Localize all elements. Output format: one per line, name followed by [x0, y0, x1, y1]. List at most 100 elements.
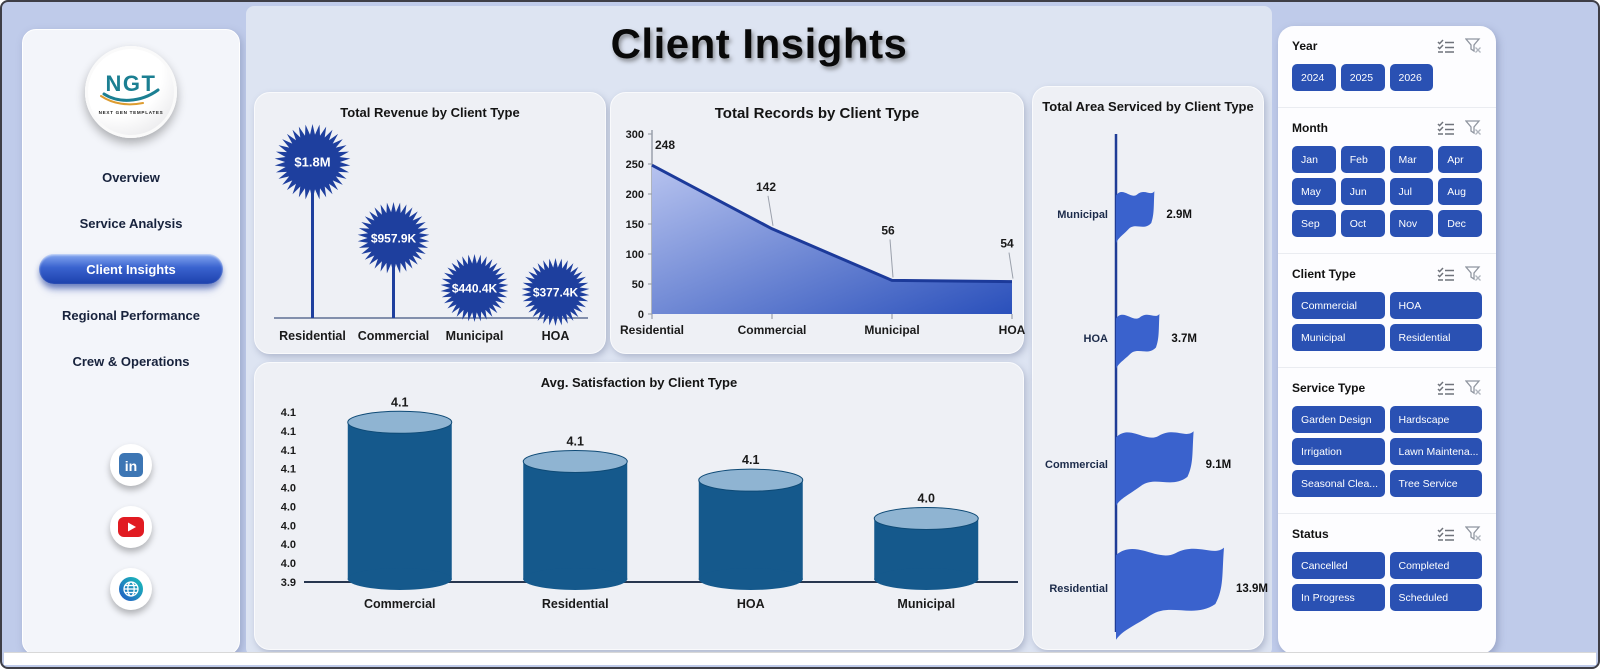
filter-option-button[interactable]: Residential — [1389, 324, 1482, 351]
svg-text:Commercial: Commercial — [364, 597, 436, 611]
filter-option-button[interactable]: Scheduled — [1389, 584, 1482, 611]
filter-section-service-type: Service Type Garden Design Hardscape Irrig… — [1278, 367, 1496, 513]
svg-text:HOA: HOA — [737, 597, 765, 611]
revenue-chart[interactable]: $1.8M Residential $957.9K Commercial $440.4K… — [258, 120, 602, 344]
svg-text:2.9M: 2.9M — [1166, 209, 1192, 221]
svg-text:Residential: Residential — [542, 597, 609, 611]
svg-text:142: 142 — [756, 180, 776, 194]
clear-filter-icon[interactable] — [1465, 38, 1482, 54]
filter-option-button[interactable]: 2024 — [1292, 64, 1336, 91]
filter-panel: Year 2024 2025 2026 Month Jan Feb Mar Apr May J… — [1278, 26, 1496, 654]
svg-text:in: in — [125, 458, 137, 474]
svg-text:Municipal: Municipal — [864, 323, 919, 337]
filter-option-button[interactable]: Mar — [1389, 146, 1434, 173]
filter-option-button[interactable]: Tree Service — [1389, 470, 1482, 497]
select-all-icon[interactable] — [1437, 120, 1455, 136]
select-all-icon[interactable] — [1437, 38, 1455, 54]
sidebar-item-crew-operations[interactable]: Crew & Operations — [72, 353, 190, 369]
filter-option-button[interactable]: Sep — [1292, 210, 1336, 237]
page-title: Client Insights — [610, 20, 908, 67]
filter-title-service-type: Service Type — [1292, 381, 1366, 395]
filter-option-button[interactable]: Seasonal Clea... — [1292, 470, 1385, 497]
area-serviced-chart[interactable]: Municipal 2.9M HOA 3.7M Commercial 9.1M Reside… — [1036, 114, 1268, 642]
sidebar: NGT NEXT GEN TEMPLATES Overview Service … — [22, 29, 240, 655]
main-content: Client Insights Total Revenue by Client … — [246, 6, 1272, 656]
clear-filter-icon[interactable] — [1465, 526, 1482, 542]
clear-filter-icon[interactable] — [1465, 120, 1482, 136]
sidebar-item-overview[interactable]: Overview — [102, 169, 160, 185]
sidebar-item-regional-performance[interactable]: Regional Performance — [62, 307, 200, 323]
svg-text:Municipal: Municipal — [897, 597, 955, 611]
filter-title-client-type: Client Type — [1292, 267, 1356, 281]
svg-text:4.0: 4.0 — [281, 520, 296, 532]
svg-text:248: 248 — [655, 138, 675, 152]
filter-option-button[interactable]: Lawn Maintena... — [1389, 438, 1482, 465]
svg-text:$957.9K: $957.9K — [371, 232, 417, 246]
filter-option-button[interactable]: Aug — [1438, 178, 1482, 205]
filter-option-button[interactable]: Jan — [1292, 146, 1336, 173]
filter-option-button[interactable]: Feb — [1340, 146, 1385, 173]
ngt-logo: NGT NEXT GEN TEMPLATES — [85, 46, 177, 138]
svg-text:4.0: 4.0 — [281, 501, 296, 513]
filter-option-button[interactable]: Municipal — [1292, 324, 1385, 351]
filter-title-status: Status — [1292, 527, 1329, 541]
clear-filter-icon[interactable] — [1465, 266, 1482, 282]
svg-text:$377.4K: $377.4K — [533, 286, 579, 300]
svg-text:100: 100 — [626, 249, 644, 261]
svg-text:Commercial: Commercial — [358, 329, 430, 343]
records-chart-title: Total Records by Client Type — [714, 105, 920, 122]
sidebar-nav: Overview Service Analysis Client Insight… — [23, 162, 239, 376]
filter-option-button[interactable]: 2026 — [1389, 64, 1434, 91]
svg-text:4.0: 4.0 — [281, 483, 296, 495]
social-links: in — [23, 444, 239, 610]
filter-title-month: Month — [1292, 121, 1328, 135]
select-all-icon[interactable] — [1437, 380, 1455, 396]
filter-option-button[interactable]: Dec — [1438, 210, 1482, 237]
filter-option-button[interactable]: Jul — [1389, 178, 1434, 205]
filter-option-button[interactable]: Hardscape — [1389, 406, 1482, 433]
satisfaction-chart-title: Avg. Satisfaction by Client Type — [540, 375, 738, 390]
filter-option-button[interactable]: Completed — [1389, 552, 1482, 579]
select-all-icon[interactable] — [1437, 526, 1455, 542]
svg-text:$1.8M: $1.8M — [294, 155, 330, 170]
svg-text:56: 56 — [881, 223, 895, 237]
svg-text:50: 50 — [632, 279, 644, 291]
sidebar-item-client-insights[interactable]: Client Insights — [39, 254, 223, 284]
clear-filter-icon[interactable] — [1465, 380, 1482, 396]
filter-option-button[interactable]: May — [1292, 178, 1336, 205]
filter-option-button[interactable]: Garden Design — [1292, 406, 1385, 433]
svg-text:9.1M: 9.1M — [1206, 459, 1232, 471]
svg-text:HOA: HOA — [542, 329, 570, 343]
svg-text:3.7M: 3.7M — [1171, 333, 1197, 345]
revenue-chart-card: Total Revenue by Client Type $1.8M Reside… — [254, 92, 606, 354]
filter-option-button[interactable]: Commercial — [1292, 292, 1385, 319]
select-all-icon[interactable] — [1437, 266, 1455, 282]
filter-option-button[interactable]: Nov — [1389, 210, 1434, 237]
website-globe-icon[interactable] — [110, 568, 152, 610]
records-chart[interactable]: 0 50 100 150 200 250 300 248 Residential 142 Comme… — [612, 122, 1026, 346]
svg-text:NGT: NGT — [106, 71, 157, 96]
youtube-icon[interactable] — [110, 506, 152, 548]
svg-text:Municipal: Municipal — [1057, 209, 1108, 221]
filter-option-button[interactable]: Apr — [1438, 146, 1482, 173]
filter-option-button[interactable]: Irrigation — [1292, 438, 1385, 465]
ngt-logo-icon: NGT — [100, 71, 160, 106]
svg-text:4.0: 4.0 — [281, 539, 296, 551]
svg-text:HOA: HOA — [999, 323, 1026, 337]
area-serviced-chart-card: Total Area Serviced by Client Type Munic… — [1032, 86, 1268, 650]
svg-text:4.0: 4.0 — [918, 491, 935, 505]
filter-option-button[interactable]: In Progress — [1292, 584, 1385, 611]
linkedin-icon[interactable]: in — [110, 444, 152, 486]
filter-option-button[interactable]: Jun — [1340, 178, 1385, 205]
svg-text:Municipal: Municipal — [446, 329, 504, 343]
satisfaction-chart[interactable]: 4.1 4.1 4.1 4.1 4.0 4.0 4.0 4.0 4.0 3.9 4.1 Commerc… — [256, 390, 1022, 634]
svg-text:300: 300 — [626, 129, 644, 141]
filter-option-button[interactable]: HOA — [1389, 292, 1482, 319]
filter-option-button[interactable]: Cancelled — [1292, 552, 1385, 579]
filter-option-button[interactable]: Oct — [1340, 210, 1385, 237]
svg-text:HOA: HOA — [1084, 333, 1109, 345]
filter-section-client-type: Client Type Commercial HOA Municipal Reside… — [1278, 253, 1496, 367]
sidebar-item-service-analysis[interactable]: Service Analysis — [79, 215, 183, 231]
filter-option-button[interactable]: 2025 — [1340, 64, 1385, 91]
